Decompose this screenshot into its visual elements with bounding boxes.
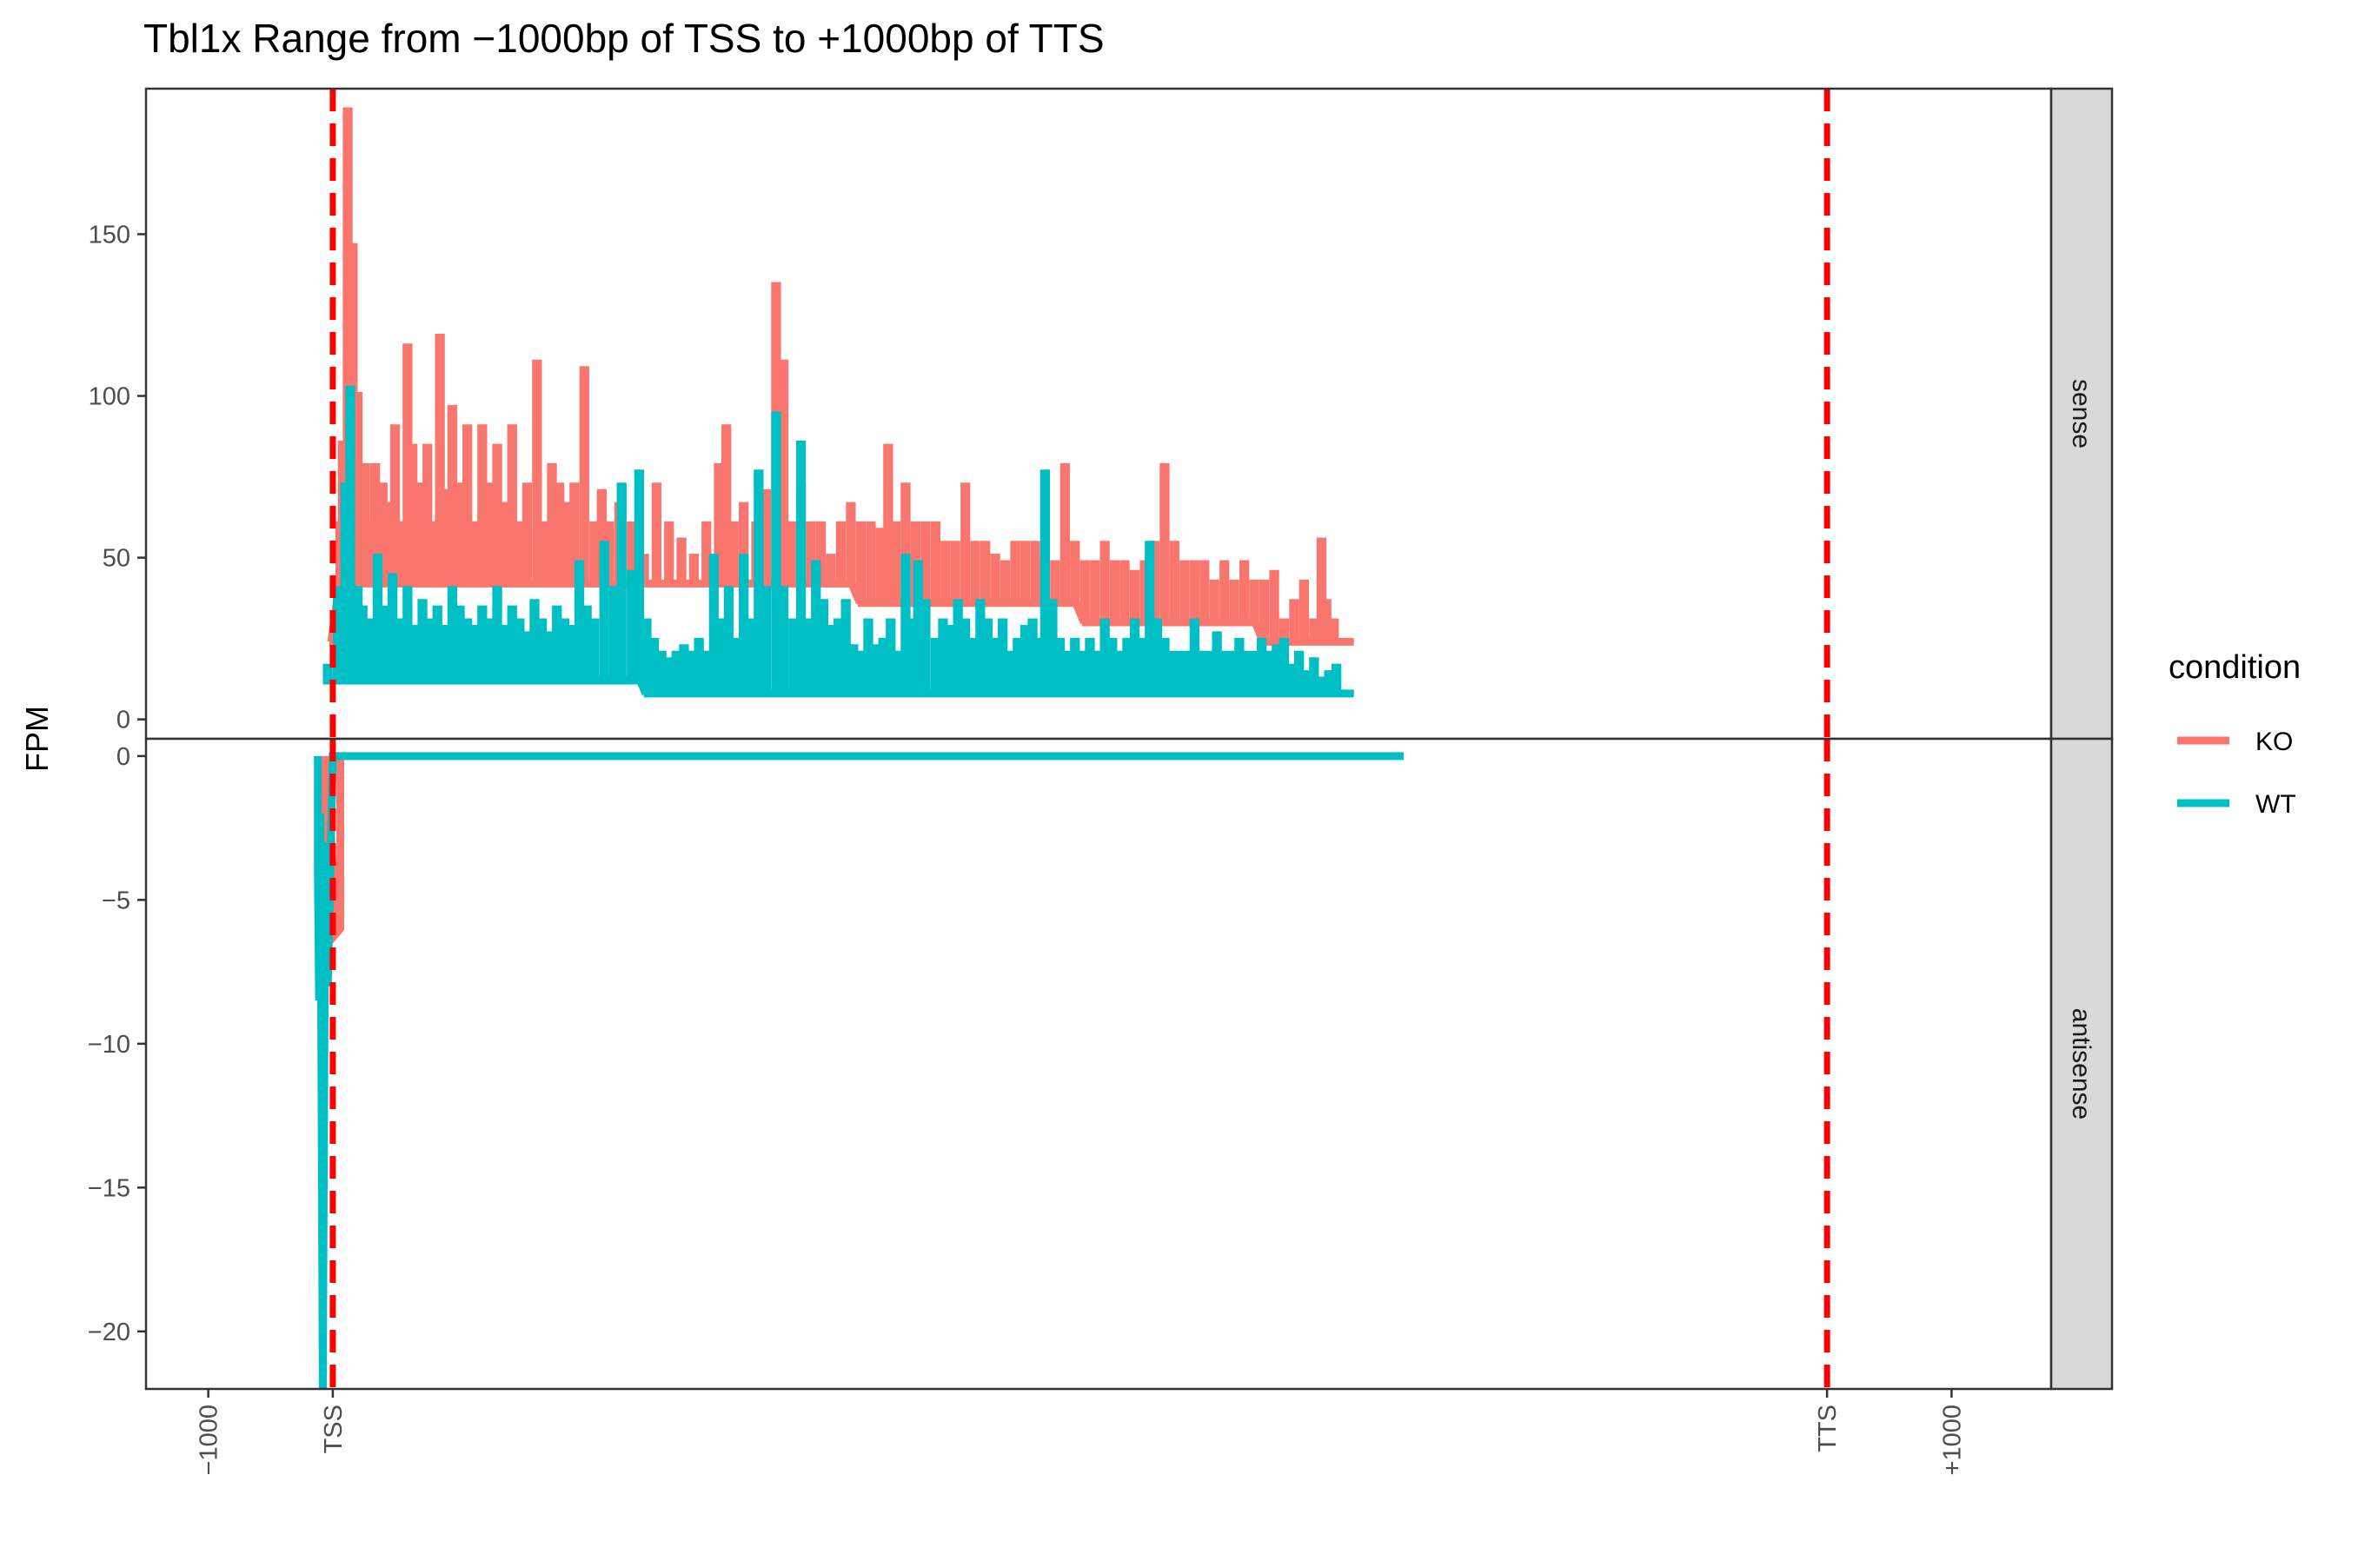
x-tick-label: TTS (1814, 1405, 1842, 1452)
y-tick-label: −15 (88, 1174, 130, 1202)
panels-layer: 0 50 100 150 sense −20 −15 −10 −5 0 antisense (88, 87, 2114, 1391)
x-tick-label: +1000 (1938, 1405, 1966, 1475)
y-tick-label: 0 (116, 707, 130, 734)
panel-data (322, 107, 1354, 698)
series-line-ko (327, 107, 1354, 646)
x-tick-label: −1000 (196, 1405, 223, 1475)
y-tick-label: −5 (102, 887, 130, 914)
legend: condition KO WT (2169, 649, 2301, 819)
panel-antisense: −20 −15 −10 −5 0 antisense (88, 737, 2114, 1391)
chart-title: Tbl1x Range from −1000bp of TSS to +1000… (143, 16, 1105, 61)
legend-label-ko: KO (2255, 728, 2293, 756)
x-axis: −1000 TSS TTS +1000 (196, 1389, 1966, 1475)
facet-strip-label: sense (2067, 379, 2096, 448)
facet-strip-label: antisense (2067, 1008, 2096, 1120)
legend-title: condition (2169, 649, 2301, 686)
x-tick-label: TSS (320, 1405, 348, 1453)
y-axis-title: FPM (19, 706, 55, 772)
y-tick-label: 50 (103, 545, 130, 573)
y-tick-label: 150 (89, 221, 130, 249)
y-tick-label: −20 (88, 1319, 130, 1346)
legend-label-wt: WT (2255, 790, 2296, 819)
facet-strip (2049, 737, 2114, 1391)
y-tick-label: 0 (116, 743, 130, 771)
panel-sense: 0 50 100 150 sense (89, 87, 2114, 741)
y-tick-label: −10 (88, 1031, 130, 1059)
series-line-wt (322, 385, 1354, 698)
panel-background (146, 739, 2051, 1389)
y-tick-label: 100 (89, 383, 130, 411)
